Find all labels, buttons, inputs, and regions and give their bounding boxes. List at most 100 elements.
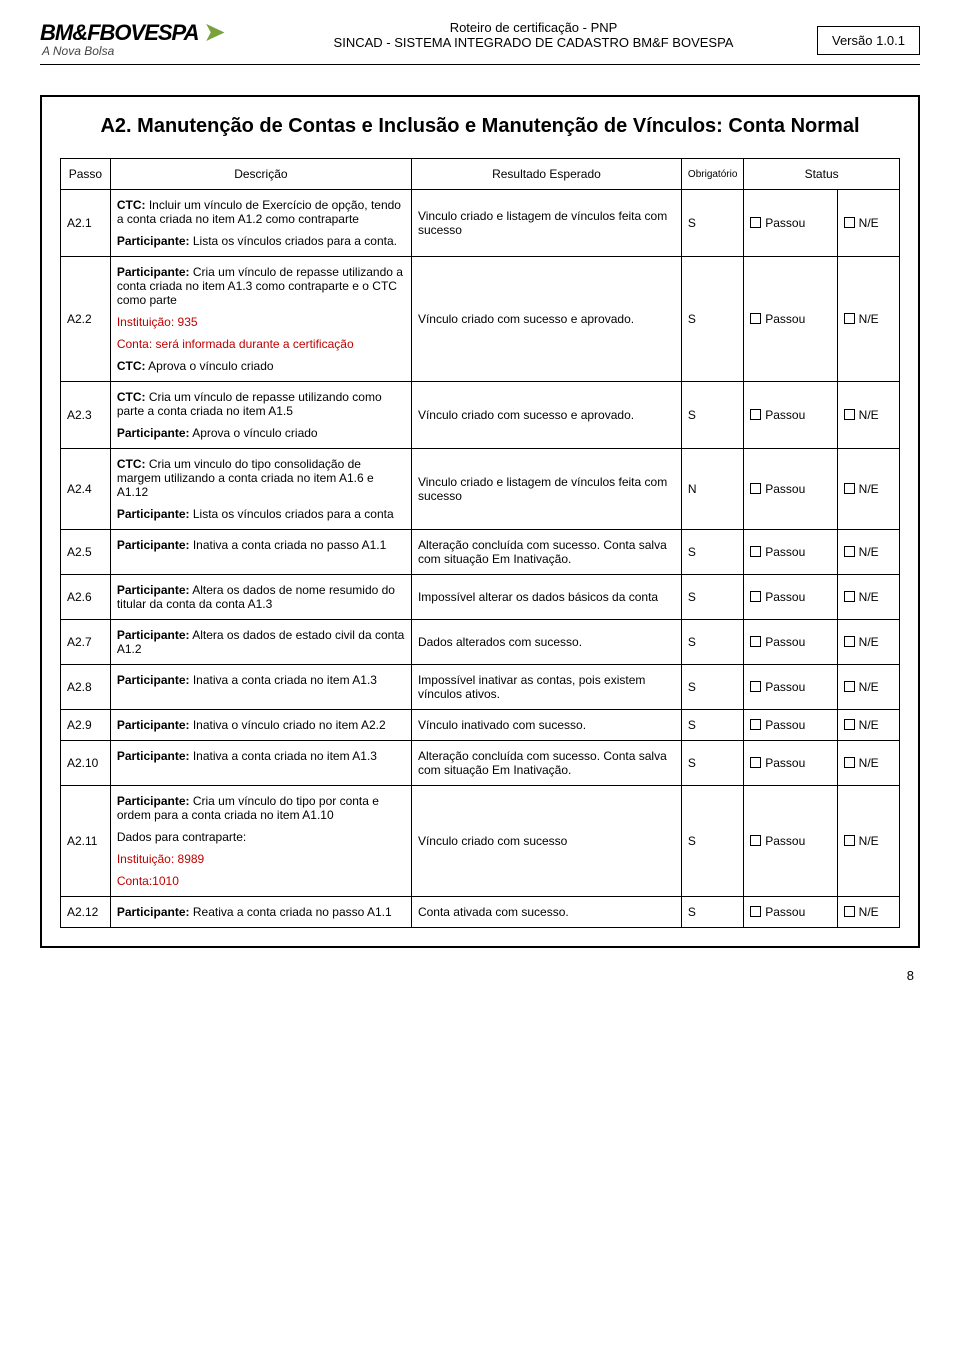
cell-status-passou: Passou <box>744 190 837 257</box>
content-box: A2. Manutenção de Contas e Inclusão e Ma… <box>40 95 920 948</box>
cell-status-passou: Passou <box>744 741 837 786</box>
page-header: BM&FBOVESPA ➤ A Nova Bolsa Roteiro de ce… <box>40 20 920 65</box>
cell-status-passou: Passou <box>744 257 837 382</box>
col-resultado: Resultado Esperado <box>411 159 681 190</box>
cell-descricao: Participante: Cria um vínculo do tipo po… <box>110 786 411 897</box>
header-center: Roteiro de certificação - PNP SINCAD - S… <box>250 20 817 50</box>
checkbox-ne[interactable] <box>844 681 855 692</box>
cell-obrigatorio: S <box>681 530 743 575</box>
table-row: A2.12Participante: Reativa a conta criad… <box>61 897 900 928</box>
checkbox-ne[interactable] <box>844 409 855 420</box>
checkbox-passou[interactable] <box>750 313 761 324</box>
cell-descricao: CTC: Incluir um vínculo de Exercício de … <box>110 190 411 257</box>
cell-obrigatorio: S <box>681 190 743 257</box>
col-obrigatorio: Obrigatório <box>681 159 743 190</box>
table-row: A2.11Participante: Cria um vínculo do ti… <box>61 786 900 897</box>
header-line1: Roteiro de certificação - PNP <box>250 20 817 35</box>
checkbox-ne[interactable] <box>844 719 855 730</box>
logo: BM&FBOVESPA ➤ <box>40 20 250 46</box>
cell-passo: A2.12 <box>61 897 111 928</box>
table-row: A2.3CTC: Cria um vínculo de repasse util… <box>61 382 900 449</box>
checkbox-passou[interactable] <box>750 591 761 602</box>
cell-obrigatorio: S <box>681 382 743 449</box>
cell-status-ne: N/E <box>837 665 899 710</box>
table-row: A2.5Participante: Inativa a conta criada… <box>61 530 900 575</box>
cell-passo: A2.10 <box>61 741 111 786</box>
cell-status-passou: Passou <box>744 786 837 897</box>
cell-passo: A2.9 <box>61 710 111 741</box>
checkbox-ne[interactable] <box>844 483 855 494</box>
cell-status-ne: N/E <box>837 530 899 575</box>
cell-status-passou: Passou <box>744 665 837 710</box>
table-row: A2.10Participante: Inativa a conta criad… <box>61 741 900 786</box>
checkbox-passou[interactable] <box>750 906 761 917</box>
logo-subtext: A Nova Bolsa <box>40 44 250 58</box>
table-row: A2.4CTC: Cria um vinculo do tipo consoli… <box>61 449 900 530</box>
checkbox-ne[interactable] <box>844 591 855 602</box>
cell-descricao: Participante: Inativa a conta criada no … <box>110 665 411 710</box>
cell-descricao: CTC: Cria um vínculo de repasse utilizan… <box>110 382 411 449</box>
checkbox-ne[interactable] <box>844 757 855 768</box>
cell-descricao: Participante: Inativa a conta criada no … <box>110 530 411 575</box>
cell-status-ne: N/E <box>837 257 899 382</box>
cell-status-ne: N/E <box>837 741 899 786</box>
cell-status-passou: Passou <box>744 620 837 665</box>
page-number: 8 <box>40 948 920 983</box>
cell-passo: A2.7 <box>61 620 111 665</box>
checkbox-ne[interactable] <box>844 217 855 228</box>
cell-obrigatorio: S <box>681 575 743 620</box>
cell-obrigatorio: S <box>681 741 743 786</box>
cell-status-ne: N/E <box>837 575 899 620</box>
checkbox-passou[interactable] <box>750 681 761 692</box>
checkbox-passou[interactable] <box>750 546 761 557</box>
checkbox-passou[interactable] <box>750 757 761 768</box>
checkbox-passou[interactable] <box>750 719 761 730</box>
cell-passo: A2.11 <box>61 786 111 897</box>
checkbox-passou[interactable] <box>750 483 761 494</box>
table-row: A2.1CTC: Incluir um vínculo de Exercício… <box>61 190 900 257</box>
cell-status-passou: Passou <box>744 575 837 620</box>
col-passo: Passo <box>61 159 111 190</box>
cell-obrigatorio: S <box>681 620 743 665</box>
cell-status-passou: Passou <box>744 897 837 928</box>
checkbox-ne[interactable] <box>844 313 855 324</box>
checkbox-passou[interactable] <box>750 835 761 846</box>
steps-table: Passo Descrição Resultado Esperado Obrig… <box>60 158 900 928</box>
cell-status-passou: Passou <box>744 382 837 449</box>
cell-status-ne: N/E <box>837 382 899 449</box>
cell-passo: A2.1 <box>61 190 111 257</box>
checkbox-ne[interactable] <box>844 636 855 647</box>
checkbox-passou[interactable] <box>750 217 761 228</box>
checkbox-passou[interactable] <box>750 636 761 647</box>
header-line2: SINCAD - SISTEMA INTEGRADO DE CADASTRO B… <box>250 35 817 50</box>
version-box: Versão 1.0.1 <box>817 26 920 55</box>
checkbox-ne[interactable] <box>844 906 855 917</box>
cell-passo: A2.3 <box>61 382 111 449</box>
cell-passo: A2.5 <box>61 530 111 575</box>
cell-obrigatorio: S <box>681 665 743 710</box>
table-row: A2.2Participante: Cria um vínculo de rep… <box>61 257 900 382</box>
checkbox-ne[interactable] <box>844 546 855 557</box>
cell-resultado: Vinculo criado e listagem de vínculos fe… <box>411 190 681 257</box>
cell-descricao: Participante: Reativa a conta criada no … <box>110 897 411 928</box>
logo-text: BM&FBOVESPA <box>40 20 199 46</box>
cell-obrigatorio: S <box>681 786 743 897</box>
logo-swoosh-icon: ➤ <box>205 23 224 42</box>
cell-passo: A2.8 <box>61 665 111 710</box>
checkbox-passou[interactable] <box>750 409 761 420</box>
cell-status-ne: N/E <box>837 897 899 928</box>
cell-status-ne: N/E <box>837 710 899 741</box>
col-descricao: Descrição <box>110 159 411 190</box>
checkbox-ne[interactable] <box>844 835 855 846</box>
table-body: A2.1CTC: Incluir um vínculo de Exercício… <box>61 190 900 928</box>
cell-descricao: Participante: Inativa o vínculo criado n… <box>110 710 411 741</box>
cell-resultado: Impossível inativar as contas, pois exis… <box>411 665 681 710</box>
cell-passo: A2.6 <box>61 575 111 620</box>
cell-descricao: Participante: Inativa a conta criada no … <box>110 741 411 786</box>
table-row: A2.6Participante: Altera os dados de nom… <box>61 575 900 620</box>
document-page: BM&FBOVESPA ➤ A Nova Bolsa Roteiro de ce… <box>0 0 960 1023</box>
cell-passo: A2.4 <box>61 449 111 530</box>
cell-status-passou: Passou <box>744 530 837 575</box>
cell-resultado: Dados alterados com sucesso. <box>411 620 681 665</box>
table-row: A2.9Participante: Inativa o vínculo cria… <box>61 710 900 741</box>
